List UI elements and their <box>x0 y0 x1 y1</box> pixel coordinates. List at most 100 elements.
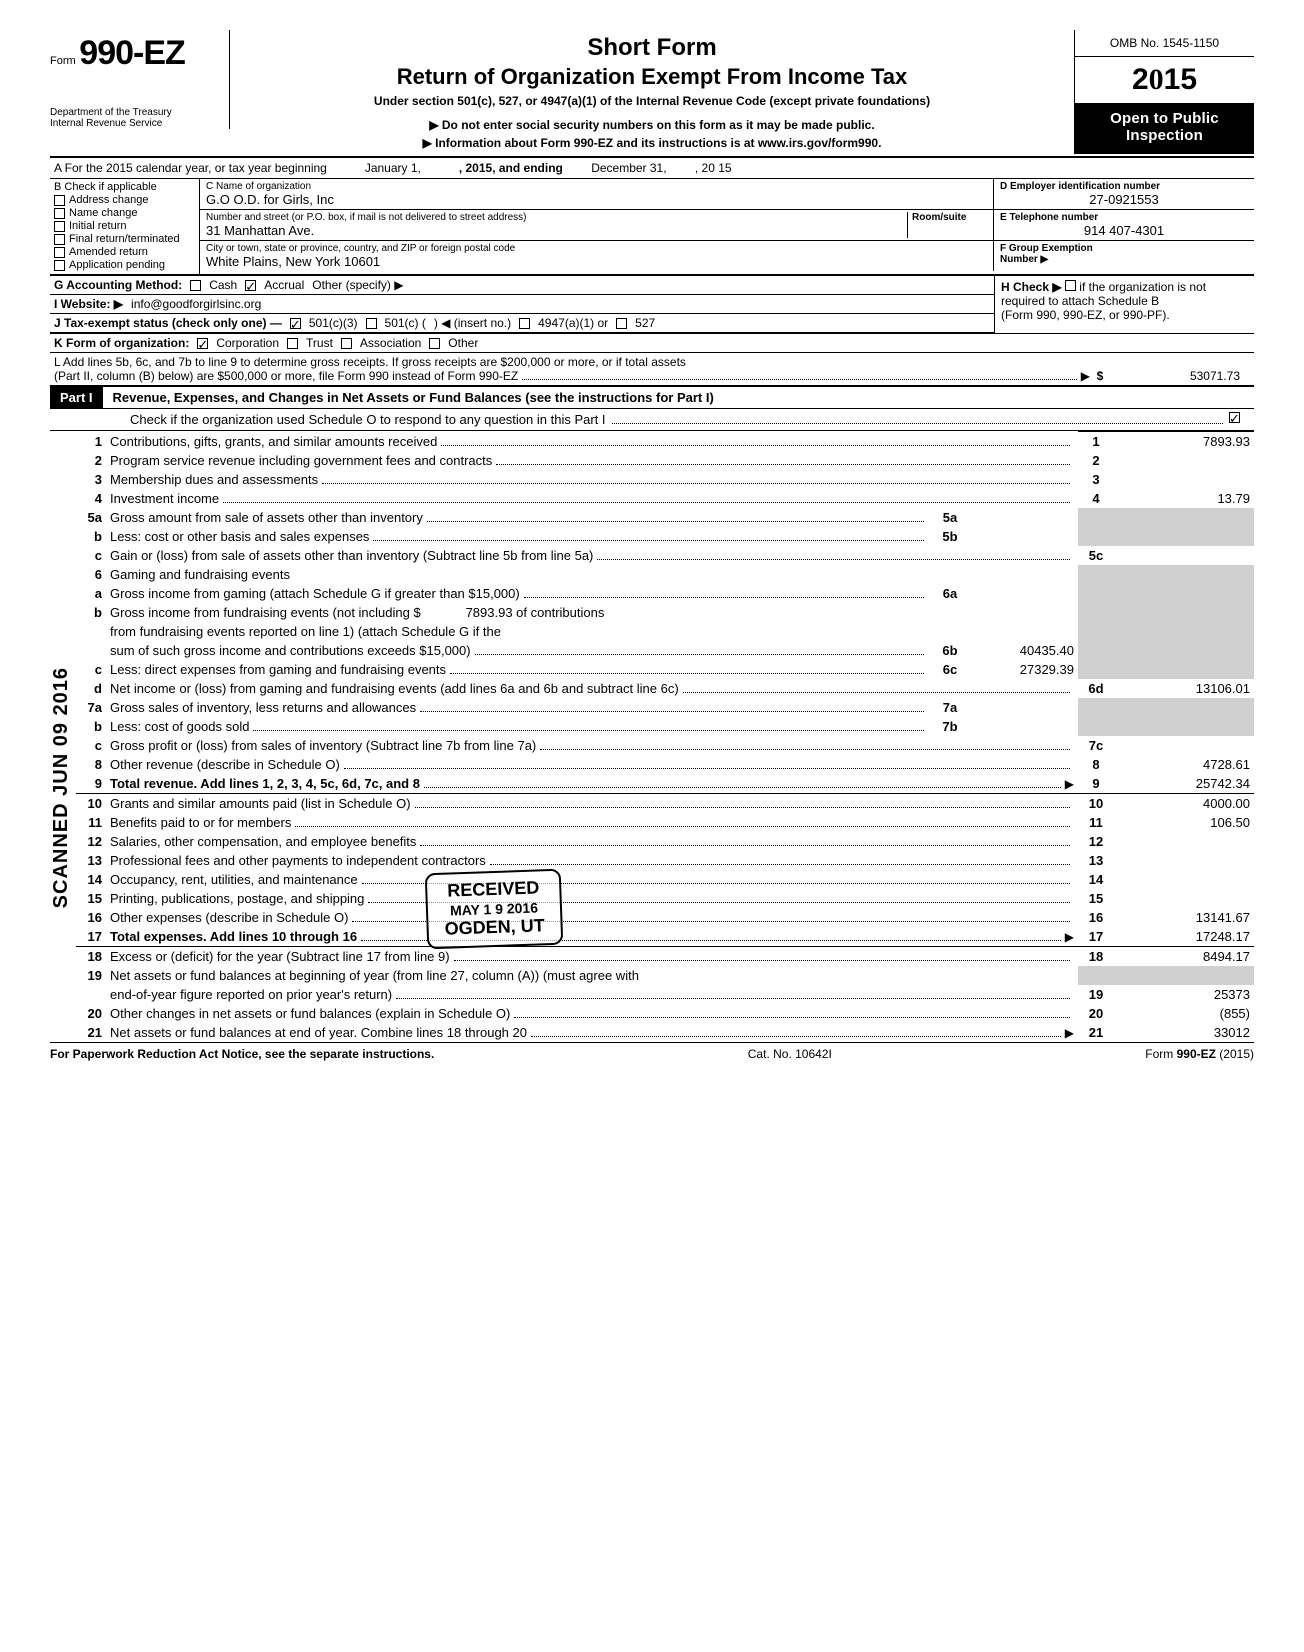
line-10-value: 4000.00 <box>1114 794 1254 814</box>
col-cd: C Name of organization G.O O.D. for Girl… <box>200 179 1254 274</box>
checkbox-icon[interactable] <box>54 221 65 232</box>
line-12-value <box>1114 832 1254 851</box>
line-6a-desc: Gross income from gaming (attach Schedul… <box>110 586 520 601</box>
line-10-desc: Grants and similar amounts paid (list in… <box>110 796 411 811</box>
line-6b-desc2: from fundraising events reported on line… <box>106 622 1078 641</box>
checkbox-cash[interactable] <box>190 280 201 291</box>
checkbox-icon[interactable] <box>54 247 65 258</box>
g-cash: Cash <box>209 278 237 292</box>
line-12-desc: Salaries, other compensation, and employ… <box>110 834 416 849</box>
arrow-icon: ▶ <box>1065 1026 1074 1040</box>
checkbox-accrual[interactable] <box>245 280 256 291</box>
gross-receipts-value: 53071.73 <box>1110 369 1250 383</box>
year-end: , 20 15 <box>695 161 732 175</box>
checkbox-4947[interactable] <box>519 318 530 329</box>
right-header-cell: OMB No. 1545-1150 20201515 Open to Publi… <box>1074 30 1254 154</box>
checkbox-corporation[interactable] <box>197 338 208 349</box>
checkbox-other-org[interactable] <box>429 338 440 349</box>
line-9-value: 25742.34 <box>1114 774 1254 794</box>
tel-cell: E Telephone number 914 407-4301 <box>994 210 1254 240</box>
arrow-icon: ▶ <box>1065 930 1074 944</box>
h-schedule-b: H Check ▶ if the organization is not req… <box>994 276 1254 333</box>
line-8-value: 4728.61 <box>1114 755 1254 774</box>
year-begin: January 1, <box>333 161 453 175</box>
stamp-received: RECEIVED <box>443 877 544 902</box>
dept-cell: Department of the Treasury Internal Reve… <box>50 79 230 129</box>
org-name-label: C Name of organization <box>206 181 987 192</box>
line-6d-desc: Net income or (loss) from gaming and fun… <box>110 681 679 696</box>
line-6d-value: 13106.01 <box>1114 679 1254 698</box>
open-line2: Inspection <box>1079 127 1250 144</box>
line-6c-mval: 27329.39 <box>968 660 1078 679</box>
row-a-tax-year: A For the 2015 calendar year, or tax yea… <box>50 158 1254 179</box>
website-value: info@goodforgirlsinc.org <box>131 297 261 311</box>
line-11-desc: Benefits paid to or for members <box>110 815 291 830</box>
chk-amended-return[interactable]: Amended return <box>54 246 195 258</box>
line-21-value: 33012 <box>1114 1023 1254 1042</box>
line-17-value: 17248.17 <box>1114 927 1254 947</box>
chk-initial-return[interactable]: Initial return <box>54 220 195 232</box>
form-number-cell: Form 990-EZ <box>50 30 230 79</box>
j-label: J Tax-exempt status (check only one) — <box>54 316 282 330</box>
arrow-icon: ▶ <box>1081 369 1090 383</box>
org-name: G.O O.D. for Girls, Inc <box>206 192 987 207</box>
line-6b-mval: 40435.40 <box>968 641 1078 660</box>
org-name-cell: C Name of organization G.O O.D. for Girl… <box>200 179 994 209</box>
line-5c-desc: Gain or (loss) from sale of assets other… <box>110 548 593 563</box>
row-a-label: A For the 2015 calendar year, or tax yea… <box>54 161 327 175</box>
line-17-desc: Total expenses. Add lines 10 through 16 <box>110 929 357 944</box>
paperwork-notice: For Paperwork Reduction Act Notice, see … <box>50 1047 434 1061</box>
line-1-value: 7893.93 <box>1114 432 1254 452</box>
line-14-value <box>1114 870 1254 889</box>
city-label: City or town, state or province, country… <box>206 243 987 254</box>
dept-line2: Internal Revenue Service <box>50 118 229 129</box>
checkbox-501c[interactable] <box>366 318 377 329</box>
checkbox-icon[interactable] <box>54 234 65 245</box>
line-8-desc: Other revenue (describe in Schedule O) <box>110 757 340 772</box>
line-19-value: 25373 <box>1114 985 1254 1004</box>
scanned-stamp: SCANNED JUN 09 2016 <box>50 661 76 914</box>
checkbox-schedule-b[interactable] <box>1065 280 1076 291</box>
form-header: Form 990-EZ Department of the Treasury I… <box>50 30 1254 158</box>
street-label: Number and street (or P.O. box, if mail … <box>206 212 907 223</box>
open-line1: Open to Public <box>1079 110 1250 127</box>
checkbox-501c3[interactable] <box>290 318 301 329</box>
chk-name-change[interactable]: Name change <box>54 207 195 219</box>
line-7a-mval <box>968 698 1078 717</box>
checkbox-icon[interactable] <box>54 260 65 271</box>
checkbox-association[interactable] <box>341 338 352 349</box>
line-6-desc: Gaming and fundraising events <box>106 565 1078 584</box>
ein-cell: D Employer identification number 27-0921… <box>994 179 1254 209</box>
checkbox-icon[interactable] <box>54 195 65 206</box>
chk-address-change[interactable]: Address change <box>54 194 195 206</box>
line-20-value: (855) <box>1114 1004 1254 1023</box>
k-label: K Form of organization: <box>54 336 189 350</box>
under-section: Under section 501(c), 527, or 4947(a)(1)… <box>240 94 1064 108</box>
line-18-value: 8494.17 <box>1114 947 1254 967</box>
line-15-desc: Printing, publications, postage, and shi… <box>110 891 364 906</box>
checkbox-527[interactable] <box>616 318 627 329</box>
row-k-form-org: K Form of organization: Corporation Trus… <box>50 333 1254 353</box>
line-7b-desc: Less: cost of goods sold <box>110 719 249 734</box>
g-label: G Accounting Method: <box>54 278 182 292</box>
line-4-value: 13.79 <box>1114 489 1254 508</box>
line-2-value <box>1114 451 1254 470</box>
col-b-checkboxes: B Check if applicable Address change Nam… <box>50 179 200 274</box>
line-20-desc: Other changes in net assets or fund bala… <box>110 1006 510 1021</box>
part-1-tag: Part I <box>50 387 103 408</box>
group-exemption-cell: F Group Exemption Number ▶ <box>994 241 1254 271</box>
line-16-value: 13141.67 <box>1114 908 1254 927</box>
ssn-note: ▶ Do not enter social security numbers o… <box>240 118 1064 132</box>
grp-label2: Number ▶ <box>1000 254 1248 265</box>
line-5a-mval <box>968 508 1078 527</box>
dept-line1: Department of the Treasury <box>50 107 229 118</box>
checkbox-trust[interactable] <box>287 338 298 349</box>
line-13-desc: Professional fees and other payments to … <box>110 853 486 868</box>
line-6c-desc: Less: direct expenses from gaming and fu… <box>110 662 446 677</box>
street-cell: Number and street (or P.O. box, if mail … <box>200 210 994 240</box>
chk-application-pending[interactable]: Application pending <box>54 259 195 271</box>
checkbox-schedule-o[interactable] <box>1229 412 1240 423</box>
checkbox-icon[interactable] <box>54 208 65 219</box>
ein-label: D Employer identification number <box>1000 181 1248 192</box>
chk-final-return[interactable]: Final return/terminated <box>54 233 195 245</box>
